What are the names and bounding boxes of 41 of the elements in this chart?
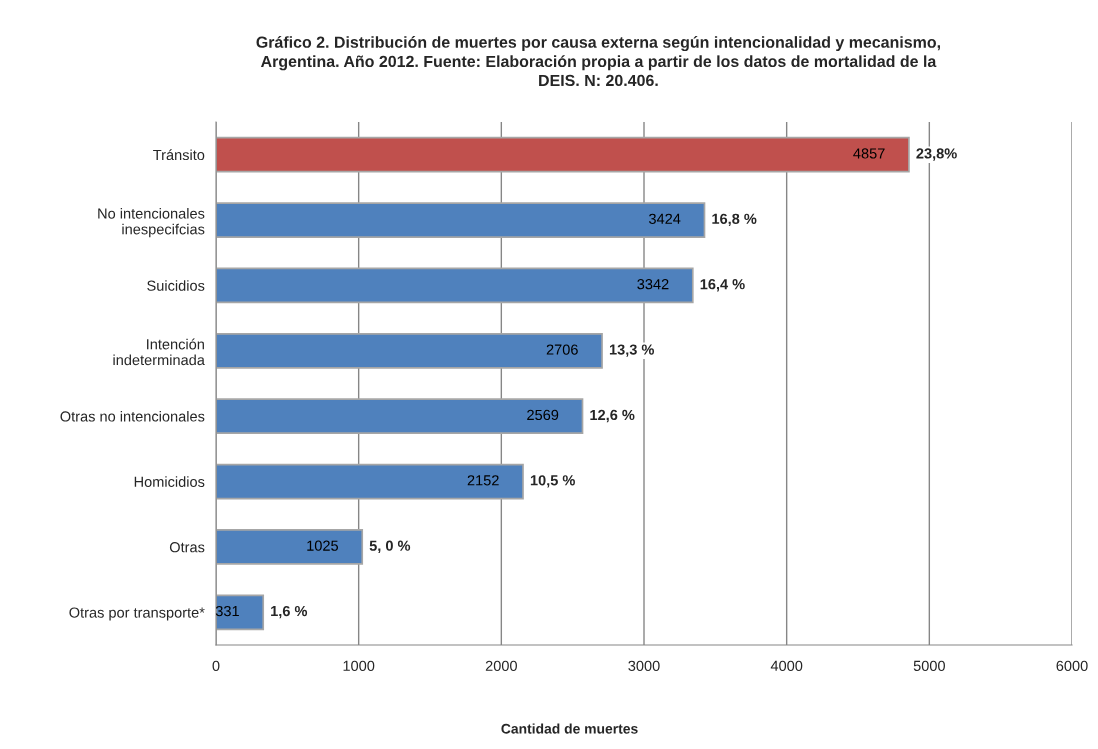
y-tick-label: Suicidios (147, 280, 205, 291)
annotation: 10,5 % (530, 475, 575, 488)
annotation: 1,6 % (271, 605, 308, 619)
annotation: 16,8 % (712, 213, 757, 227)
data-label: 1025 (307, 540, 339, 551)
data-label: 2706 (546, 344, 578, 355)
annotation: 23,8% (916, 148, 957, 161)
data-label: 3424 (649, 213, 681, 224)
y-tick-label: Otras no intencionales (60, 410, 205, 422)
chart-title: Gráfico 2. Distribución de muertes por causa externa según intencionalidad y mecanismo, Argentina. Año 2012. Fuente: Elaboración propia a partir de los datos de mortalidad de la DEIS. N: 20.406. (256, 36, 940, 87)
bar (216, 332, 603, 369)
bar (216, 136, 910, 173)
y-tick-label: Tránsito (153, 149, 205, 161)
bar (216, 529, 364, 565)
bar (216, 594, 265, 631)
x-tick-label: 2000 (485, 660, 517, 671)
data-label: 2569 (527, 409, 559, 421)
y-tick-label: Otras por transporte* (69, 607, 205, 621)
x-axis-title: Cantidad de muertes (501, 723, 638, 734)
x-tick-label: 4000 (770, 660, 803, 671)
y-tick-label: No intencionales inespecifcias (98, 207, 205, 238)
x-tick-label: 0 (212, 660, 220, 671)
x-tick-label: 3000 (628, 660, 660, 671)
y-tick-label: Otras (169, 542, 205, 553)
bar (216, 398, 584, 435)
x-tick-label: 5000 (913, 660, 945, 671)
annotation: 13,3 % (609, 344, 655, 357)
y-tick-label: Homicidios (134, 476, 205, 487)
data-label: 4857 (853, 148, 885, 159)
data-label: 2152 (467, 475, 499, 486)
y-tick-label: Intención indeterminada (113, 338, 205, 366)
annotation: 16,4 % (700, 279, 745, 292)
x-tick-label: 6000 (1056, 660, 1088, 671)
bar (216, 463, 524, 500)
annotation: 12,6 % (590, 409, 635, 423)
bar (216, 202, 706, 238)
data-label: 3342 (637, 279, 669, 290)
data-label: 331 (215, 605, 239, 617)
x-tick-label: 1000 (343, 660, 375, 671)
annotation: 5, 0 % (369, 540, 411, 553)
bar (216, 267, 694, 304)
